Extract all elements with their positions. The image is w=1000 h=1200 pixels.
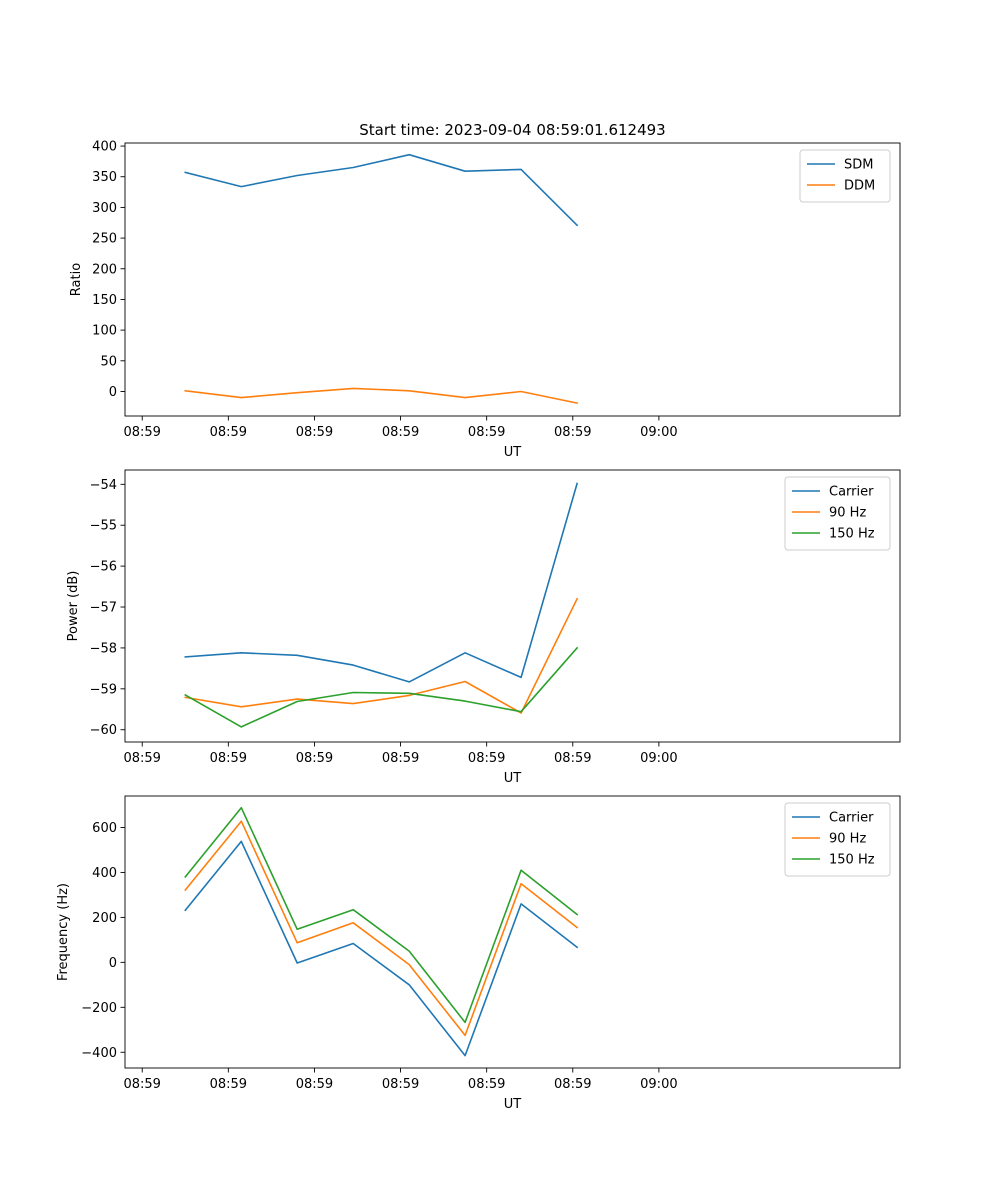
x-tick-label: 08:59 [296, 751, 333, 766]
series-line-90-hz [184, 820, 579, 1037]
chart-title: Start time: 2023-09-04 08:59:01.612493 [359, 121, 665, 139]
y-tick-label: −59 [90, 682, 117, 697]
y-tick-label: 300 [92, 201, 117, 216]
series-line-150-hz [184, 646, 579, 728]
subplot-1: Start time: 2023-09-04 08:59:01.612493 08… [69, 121, 901, 460]
y-tick-label: −56 [90, 560, 117, 575]
x-tick-label: 08:59 [382, 425, 419, 440]
y-tick-label: 100 [92, 324, 117, 339]
axes-frame [124, 142, 901, 417]
legend-label-90-hz: 90 Hz [829, 832, 866, 847]
x-tick-label: 08:59 [210, 751, 247, 766]
series-line-sdm [184, 153, 579, 227]
series-line-carrier [184, 482, 579, 683]
x-tick-label: 08:59 [296, 425, 333, 440]
x-tick-label: 08:59 [382, 751, 419, 766]
legend-box [799, 149, 891, 203]
x-tick-label: 08:59 [123, 1077, 160, 1092]
y-tick-label: −55 [90, 519, 117, 534]
y-tick-label: 0 [109, 385, 117, 400]
y-tick-label: 200 [92, 911, 117, 926]
legend-label-carrier: Carrier [829, 485, 874, 500]
series-line-150-hz [184, 806, 579, 1024]
legend: SDM DDM [799, 149, 891, 203]
x-tick-label: 08:59 [210, 1077, 247, 1092]
x-axis-label: UT [504, 445, 522, 460]
legend: Carrier 90 Hz 150 Hz [784, 802, 891, 877]
subplot-2: 08:59 08:59 08:59 08:59 08:59 08:59 09:00 UT −60… [66, 469, 901, 786]
legend-label-carrier: Carrier [829, 811, 874, 826]
y-tick-label: −57 [90, 601, 117, 616]
y-axis-label: Frequency (Hz) [56, 883, 71, 981]
y-tick-label: 600 [92, 821, 117, 836]
x-tick-label: 08:59 [554, 425, 591, 440]
series-line-ddm [184, 387, 579, 405]
axes-frame [124, 469, 901, 743]
y-tick-label: 0 [109, 956, 117, 971]
legend-label-ddm: DDM [844, 179, 875, 194]
x-tick-label: 09:00 [640, 1077, 677, 1092]
x-axis-label: UT [504, 771, 522, 786]
x-tick-label: 08:59 [382, 1077, 419, 1092]
y-tick-label: 400 [92, 140, 117, 155]
y-tick-label: −200 [81, 1001, 117, 1016]
x-tick-label: 08:59 [468, 751, 505, 766]
legend-label-90-hz: 90 Hz [829, 506, 866, 521]
x-tick-label: 08:59 [554, 1077, 591, 1092]
x-tick-label: 08:59 [468, 1077, 505, 1092]
y-tick-label: −58 [90, 641, 117, 656]
x-tick-label: 09:00 [640, 751, 677, 766]
y-tick-label: 200 [92, 262, 117, 277]
legend-label-150-hz: 150 Hz [829, 527, 875, 542]
axes-frame [124, 795, 901, 1069]
x-tick-label: 08:59 [210, 425, 247, 440]
x-tick-label: 08:59 [123, 751, 160, 766]
y-tick-label: 250 [92, 232, 117, 247]
y-tick-label: 150 [92, 293, 117, 308]
legend: Carrier 90 Hz 150 Hz [784, 476, 891, 551]
subplot-3: 08:59 08:59 08:59 08:59 08:59 08:59 09:00 UT −40… [56, 795, 901, 1112]
x-tick-label: 09:00 [640, 425, 677, 440]
series-line-carrier [184, 840, 579, 1057]
y-tick-label: 350 [92, 170, 117, 185]
y-tick-label: 400 [92, 866, 117, 881]
x-tick-label: 08:59 [296, 1077, 333, 1092]
series-line-90-hz [184, 597, 579, 714]
legend-box [784, 802, 891, 877]
y-axis-label: Power (dB) [66, 571, 81, 642]
y-axis-label: Ratio [69, 263, 84, 296]
x-tick-label: 08:59 [123, 425, 160, 440]
x-axis-label: UT [504, 1097, 522, 1112]
y-tick-label: 50 [100, 354, 117, 369]
legend-label-150-hz: 150 Hz [829, 853, 875, 868]
x-tick-label: 08:59 [468, 425, 505, 440]
legend-label-sdm: SDM [844, 158, 873, 173]
y-tick-label: −60 [90, 723, 117, 738]
y-tick-label: −400 [81, 1046, 117, 1061]
y-tick-label: −54 [90, 478, 117, 493]
x-tick-label: 08:59 [554, 751, 591, 766]
legend-box [784, 476, 891, 551]
